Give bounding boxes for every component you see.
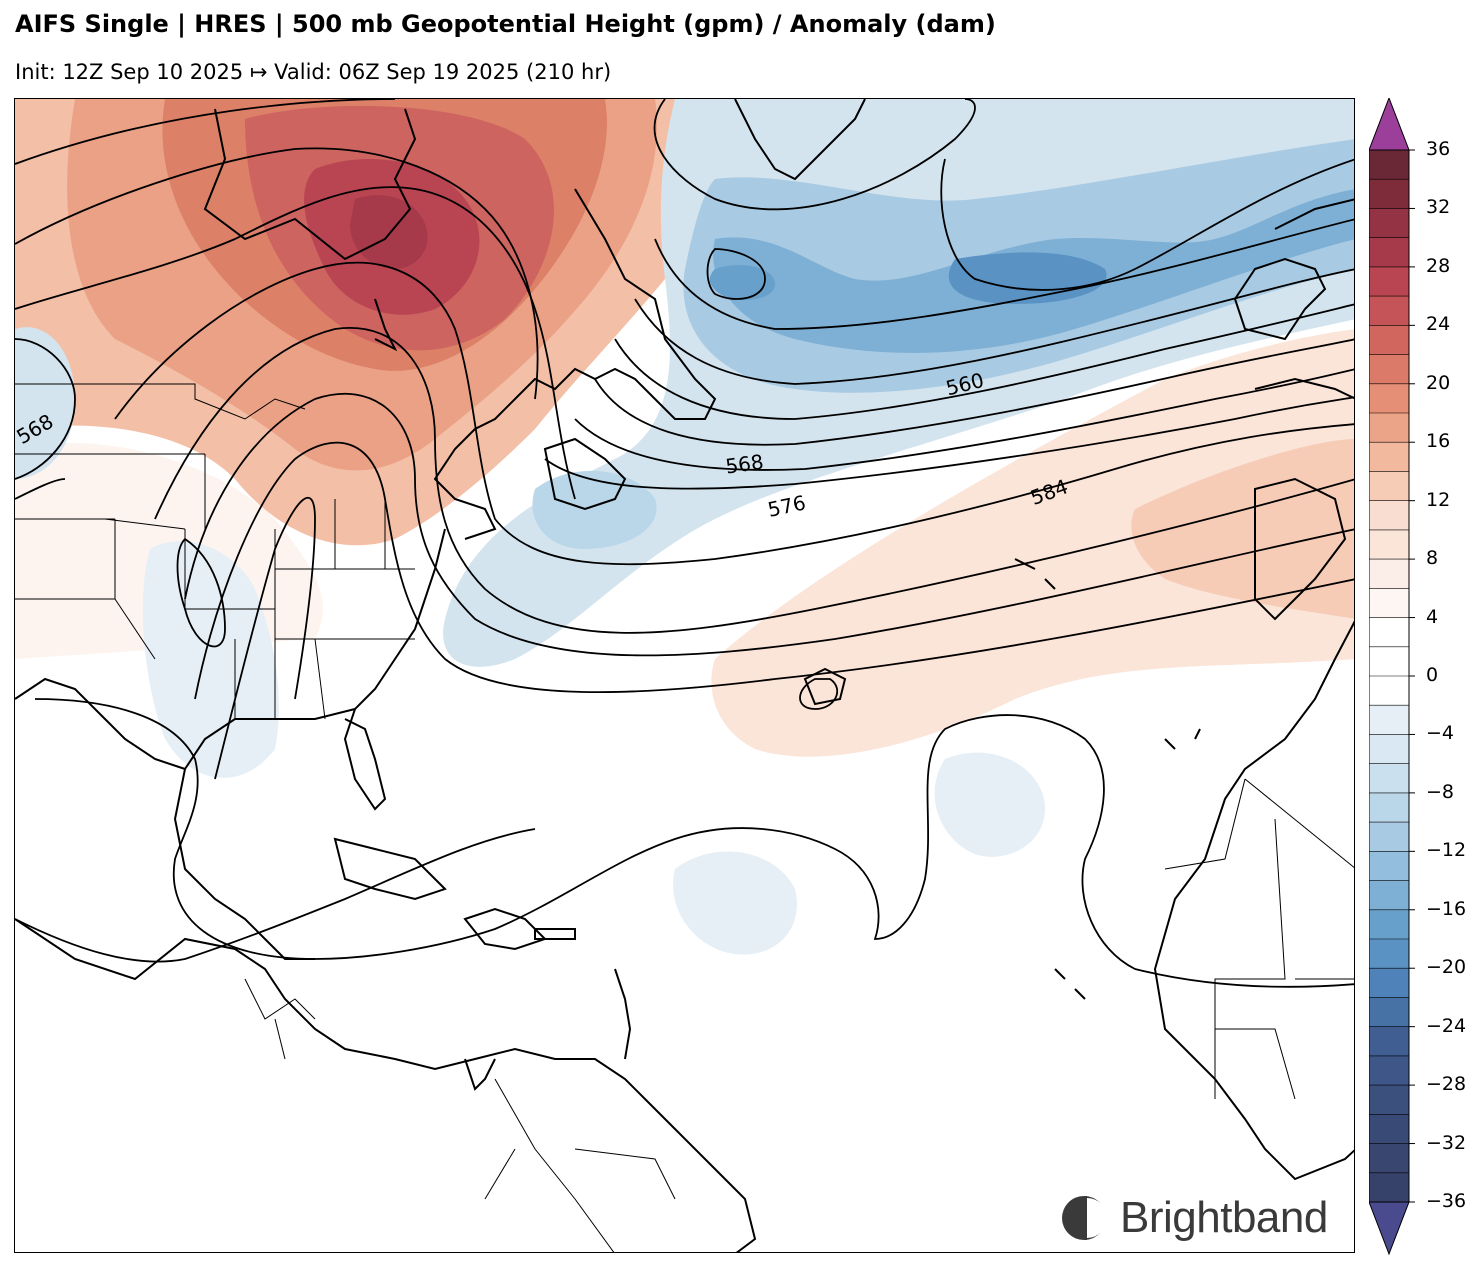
brightband-logo: Brightband xyxy=(1060,1193,1328,1243)
colorbar-svg xyxy=(1368,96,1415,1256)
political-borders xyxy=(15,383,1354,1252)
colorbar-bin xyxy=(1369,1085,1409,1115)
colorbar-bin xyxy=(1369,1055,1409,1086)
coastlines xyxy=(15,99,1354,1252)
colorbar-bin xyxy=(1369,646,1409,677)
colorbar-tick-label: −4 xyxy=(1426,722,1455,745)
colorbar-tick-label: 36 xyxy=(1426,138,1451,160)
colorbar-extend-min xyxy=(1368,1201,1410,1256)
colorbar-bin xyxy=(1369,413,1409,443)
colorbar-tick-label: 8 xyxy=(1426,547,1439,570)
colorbar-bin xyxy=(1369,997,1409,1028)
brightband-logo-icon xyxy=(1062,1196,1107,1240)
colorbar-bin xyxy=(1369,383,1409,414)
colorbar-bin xyxy=(1369,179,1409,209)
colorbar xyxy=(1368,96,1479,1258)
colorbar-bin xyxy=(1369,1026,1409,1057)
colorbar-bin xyxy=(1369,325,1409,356)
colorbar-bin xyxy=(1369,792,1409,823)
negative-anomaly-shading xyxy=(15,99,1354,955)
colorbar-bin xyxy=(1369,1172,1409,1203)
colorbar-bin xyxy=(1369,617,1409,648)
colorbar-extend-max xyxy=(1368,96,1410,151)
colorbar-tick-label: 12 xyxy=(1426,488,1451,511)
colorbar-tick-label: −24 xyxy=(1426,1014,1467,1037)
colorbar-bin xyxy=(1369,354,1409,385)
colorbar-bin xyxy=(1369,763,1409,794)
colorbar-bin xyxy=(1369,208,1409,239)
colorbar-bin xyxy=(1369,471,1409,502)
colorbar-tick-label: −28 xyxy=(1426,1073,1467,1096)
colorbar-bin xyxy=(1369,734,1409,765)
colorbar-bin xyxy=(1369,559,1409,589)
colorbar-tick-label: 4 xyxy=(1426,605,1439,628)
colorbar-tick-label: 0 xyxy=(1426,664,1439,686)
colorbar-bin xyxy=(1369,676,1409,706)
contour-label-568: 568 xyxy=(724,450,765,479)
colorbar-bin xyxy=(1369,939,1409,969)
colorbar-tick-label: −16 xyxy=(1426,897,1467,920)
colorbar-bin xyxy=(1369,1114,1409,1145)
colorbar-bin xyxy=(1369,851,1409,882)
colorbar-bin xyxy=(1369,705,1409,735)
colorbar-bin xyxy=(1369,588,1409,619)
colorbar-tick-label: 28 xyxy=(1426,254,1451,277)
colorbar-tick-label: −8 xyxy=(1426,780,1455,803)
colorbar-bin xyxy=(1369,968,1409,998)
colorbar-bin xyxy=(1369,880,1409,911)
brightband-logo-text: Brightband xyxy=(1120,1193,1328,1242)
contour-label-576: 576 xyxy=(766,490,808,521)
map-canvas: 568 560 568 576 584 xyxy=(15,99,1354,1252)
colorbar-tick-label: 16 xyxy=(1426,430,1451,453)
colorbar-bin xyxy=(1369,822,1409,852)
map-subtitle: Init: 12Z Sep 10 2025 ↦ Valid: 06Z Sep 1… xyxy=(15,60,612,84)
colorbar-bin xyxy=(1369,1143,1409,1174)
colorbar-tick-label: −20 xyxy=(1426,956,1467,979)
colorbar-bin xyxy=(1369,237,1409,268)
colorbar-tick-label: −12 xyxy=(1426,839,1467,862)
colorbar-tick-label: −36 xyxy=(1426,1190,1467,1212)
colorbar-tick-label: 20 xyxy=(1426,371,1451,394)
colorbar-bin xyxy=(1369,529,1409,560)
colorbar-bin xyxy=(1369,442,1409,472)
colorbar-bin xyxy=(1369,266,1409,297)
colorbar-bin xyxy=(1369,296,1409,326)
height-contours xyxy=(15,99,1354,988)
map-title: AIFS Single | HRES | 500 mb Geopotential… xyxy=(15,10,996,38)
colorbar-bin xyxy=(1369,150,1409,180)
colorbar-bin xyxy=(1369,500,1409,531)
colorbar-tick-label: 24 xyxy=(1426,313,1451,336)
colorbar-tick-label: −32 xyxy=(1426,1131,1467,1154)
weather-map: 568 560 568 576 584 xyxy=(14,98,1355,1253)
colorbar-bin xyxy=(1369,909,1409,940)
colorbar-tick-label: 32 xyxy=(1426,196,1451,219)
